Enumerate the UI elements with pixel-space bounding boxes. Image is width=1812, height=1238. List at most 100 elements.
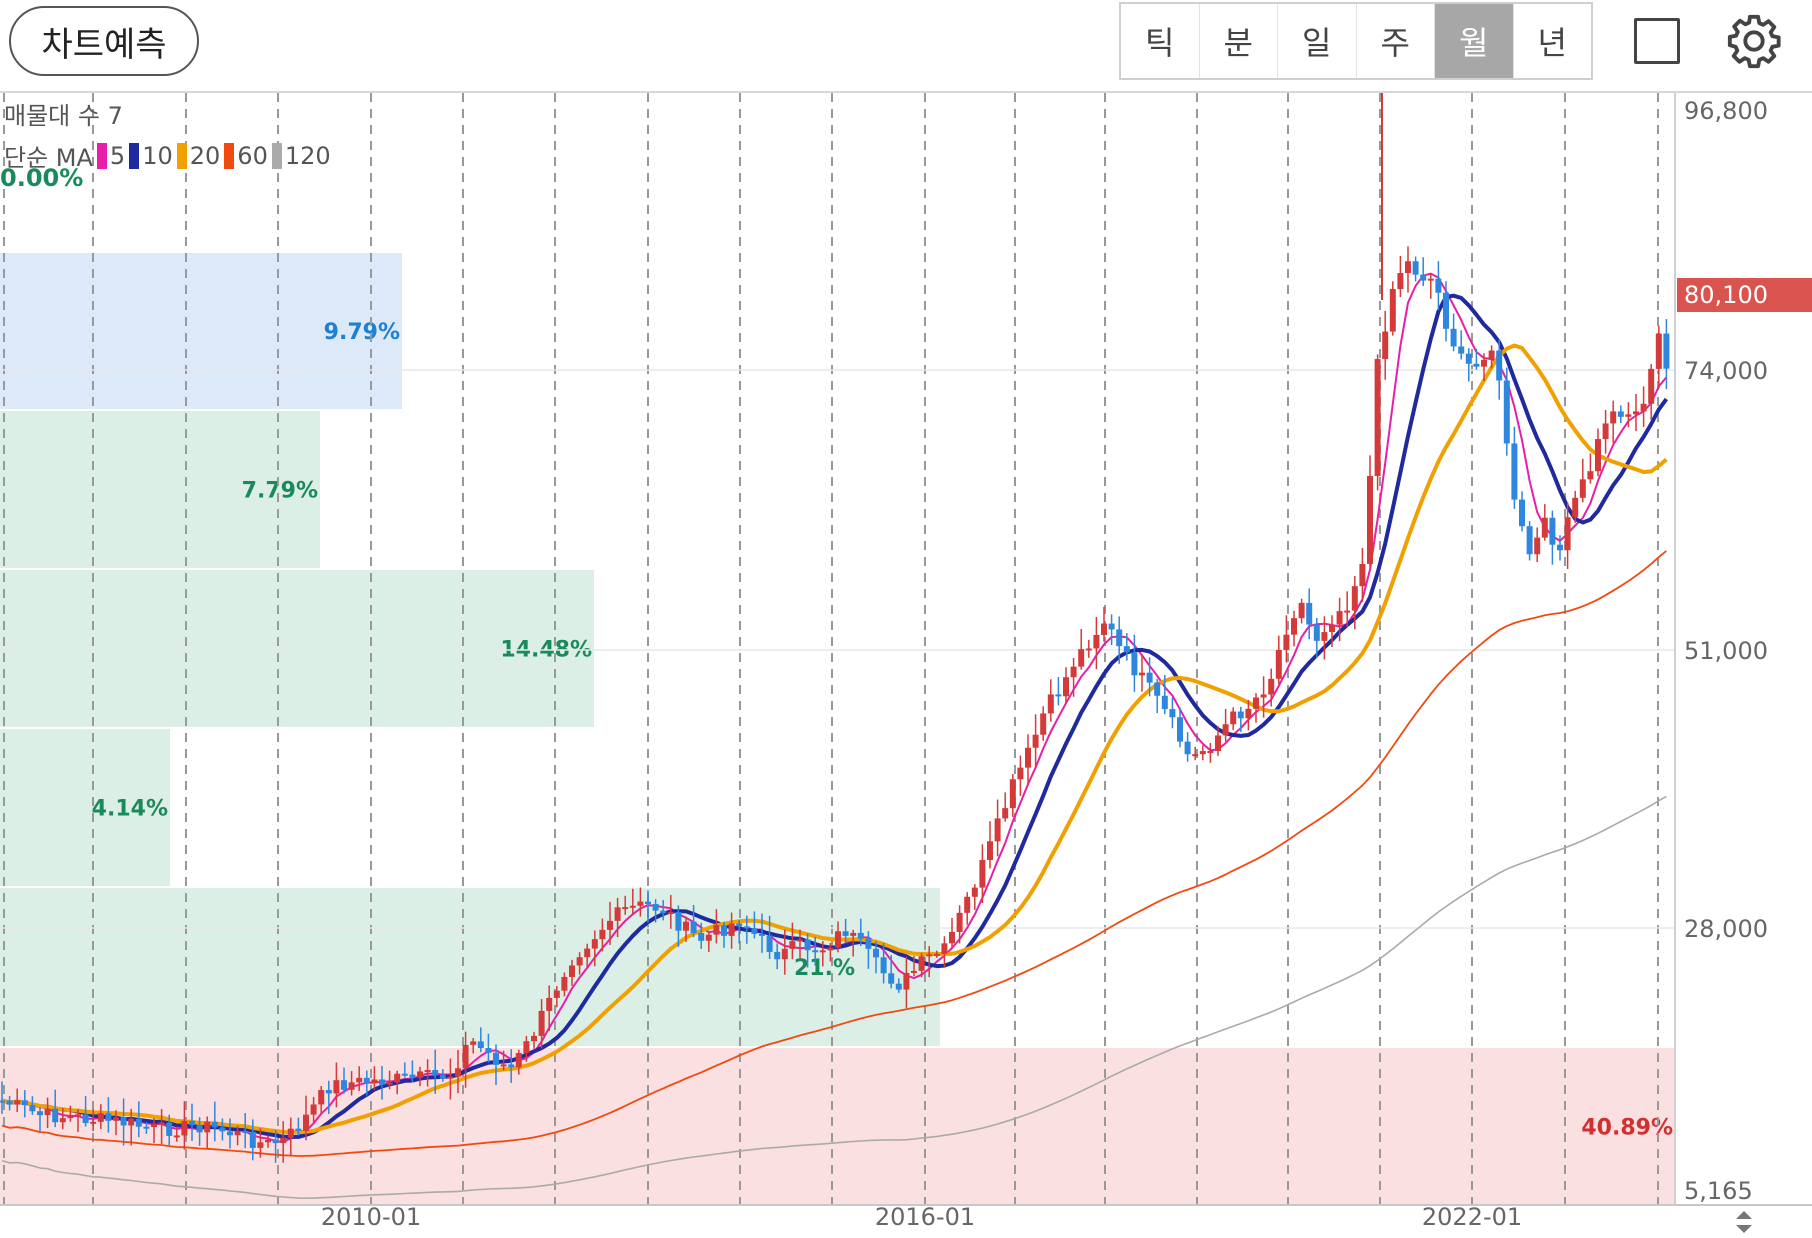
candle-body (204, 1121, 211, 1133)
chart-predict-button[interactable]: 차트예측 (9, 6, 199, 76)
candle-body (1017, 767, 1024, 780)
candle-body (1549, 517, 1556, 545)
volume-profile: 9.79%7.79%14.48%4.14%21.%40.89% (0, 253, 1675, 1205)
candle-body (189, 1120, 195, 1126)
candle-body (173, 1135, 180, 1138)
candle-body (1405, 261, 1411, 274)
candle-body (1207, 750, 1214, 753)
candle-body (964, 896, 971, 913)
candle-body (249, 1131, 256, 1148)
candle-body (303, 1114, 309, 1131)
candle-body (705, 934, 712, 941)
candle-body (219, 1127, 226, 1132)
candle-body (751, 928, 758, 934)
candle-body (135, 1118, 142, 1127)
volume-profile-bar (0, 729, 170, 886)
candle-body (895, 983, 902, 990)
candle-body (713, 925, 720, 935)
candle-body (774, 951, 781, 960)
candle-body (812, 950, 819, 953)
candle-body (477, 1041, 484, 1049)
ma20-swatch (176, 142, 187, 169)
candle-body (0, 1100, 5, 1103)
candle-body (447, 1076, 454, 1079)
candle-body (128, 1118, 135, 1126)
candle-body (432, 1070, 439, 1076)
candle-body (683, 921, 689, 931)
candle-body (242, 1130, 249, 1133)
candle-body (561, 976, 568, 991)
candle-body (1116, 629, 1123, 647)
candle-body (1511, 443, 1518, 500)
candle-body (97, 1113, 104, 1122)
gear-icon[interactable] (1725, 12, 1783, 70)
candle-body (1336, 611, 1343, 625)
tab-minute[interactable]: 분 (1200, 4, 1278, 78)
candle-body (789, 941, 796, 949)
candle-body (272, 1139, 279, 1144)
candle-body (120, 1117, 127, 1126)
candle-body (455, 1068, 461, 1077)
candle-body (1572, 497, 1579, 518)
candle-body (971, 887, 978, 897)
candle-body (394, 1073, 401, 1083)
candle-body (287, 1128, 294, 1138)
candle-body (1412, 261, 1419, 275)
candle-body (1253, 697, 1259, 709)
candle-body (797, 939, 803, 942)
volume-profile-label: 9.79% (324, 320, 400, 345)
axes: 96,800 74,000 51,000 28,000 5,165 2010-01 2016… (0, 93, 1812, 1231)
candle-body (1633, 411, 1639, 415)
tab-day[interactable]: 일 (1278, 4, 1357, 78)
candle-body (1481, 359, 1487, 367)
candle-body (1192, 754, 1199, 757)
candle-body (1009, 779, 1016, 809)
tab-month[interactable]: 월 (1435, 4, 1514, 78)
square-icon[interactable] (1634, 18, 1680, 64)
candle-body (926, 954, 933, 957)
candle-body (1078, 649, 1085, 667)
candle-body (1313, 624, 1320, 641)
candle-body (736, 923, 743, 927)
candle-body (211, 1121, 218, 1128)
last-price-tag (1677, 278, 1812, 312)
y-axis-tick-label: 74,000 (1684, 357, 1768, 385)
candle-body (280, 1137, 287, 1144)
volume-profile-bar (0, 253, 402, 409)
candle-body (82, 1114, 89, 1124)
candle-body (181, 1120, 188, 1136)
candle-body (1534, 537, 1541, 555)
candlestick-chart[interactable]: 9.79%7.79%14.48%4.14%21.%40.89% 96,80074… (0, 93, 1812, 1238)
candle-body (348, 1082, 355, 1090)
candle-body (1488, 350, 1495, 360)
tab-tick[interactable]: 틱 (1121, 4, 1200, 78)
candle-body (493, 1052, 499, 1065)
candle-body (591, 939, 598, 949)
candle-body (1443, 292, 1449, 329)
candle-body (113, 1117, 119, 1121)
candle-body (341, 1080, 347, 1090)
candle-body (265, 1139, 271, 1143)
candle-body (994, 818, 1001, 842)
candle-body (903, 972, 910, 990)
candle-body (1617, 411, 1624, 417)
candle-body (933, 953, 940, 956)
candle-body (941, 943, 948, 954)
tab-week[interactable]: 주 (1357, 4, 1435, 78)
scroll-updown-icon[interactable] (1732, 1208, 1756, 1236)
candle-body (386, 1082, 393, 1085)
candle-body (1602, 423, 1609, 440)
candle-body (1123, 646, 1130, 653)
candle-body (1025, 747, 1031, 768)
x-axis-tick-label: 2010-01 (321, 1203, 421, 1231)
tab-year[interactable]: 년 (1537, 24, 1567, 62)
candle-body (1541, 517, 1548, 538)
candle-body (1625, 414, 1632, 417)
candle-body (196, 1125, 203, 1133)
candle-body (1473, 363, 1480, 367)
candle-body (1237, 711, 1244, 719)
candle-body (1648, 368, 1655, 404)
candle-body (462, 1044, 469, 1069)
candle-body (1587, 471, 1594, 480)
candles (0, 93, 1670, 1163)
